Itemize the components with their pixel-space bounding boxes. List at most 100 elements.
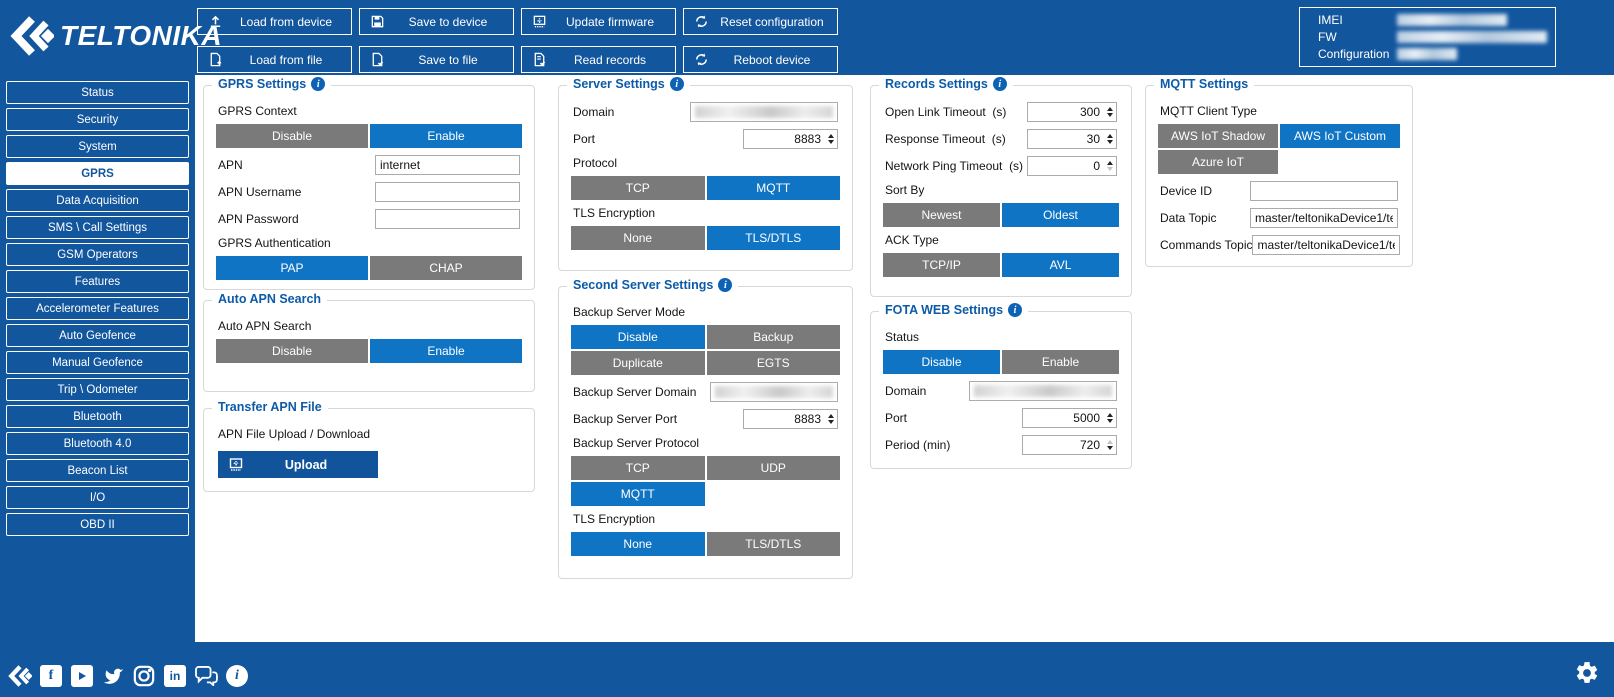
- info-icon[interactable]: i: [1008, 303, 1023, 317]
- open-link-timeout-input[interactable]: [1027, 102, 1117, 122]
- auth-chap-button[interactable]: CHAP: [370, 256, 522, 280]
- fota-port-input[interactable]: [1022, 408, 1117, 428]
- protocol-mqtt-button[interactable]: MQTT: [706, 176, 840, 200]
- spinner-arrows[interactable]: [1104, 156, 1115, 176]
- gprs-authentication-toggle: PAP CHAP: [216, 256, 522, 280]
- sort-newest-button[interactable]: Newest: [883, 203, 1000, 227]
- tls-none-button[interactable]: None: [571, 226, 705, 250]
- data-topic-input[interactable]: [1250, 208, 1398, 228]
- spinner-arrows[interactable]: [1104, 435, 1115, 455]
- backup-protocol-tcp-button[interactable]: TCP: [571, 456, 705, 480]
- aws-iot-shadow-button[interactable]: AWS IoT Shadow: [1158, 124, 1278, 148]
- gprs-context-enable-button[interactable]: Enable: [370, 124, 522, 148]
- device-info-box: FMC003 IMEI FW Configuration: [1299, 7, 1556, 67]
- sidebar-item-manual-geofence[interactable]: Manual Geofence: [6, 351, 189, 374]
- spinner-arrows[interactable]: [825, 409, 836, 429]
- twitter-icon[interactable]: [101, 664, 125, 688]
- mode-backup-button[interactable]: Backup: [706, 325, 840, 349]
- second-tls-label: TLS Encryption: [573, 512, 656, 526]
- backup-protocol-udp-button[interactable]: UDP: [706, 456, 840, 480]
- load-from-device-button[interactable]: Load from device: [197, 8, 352, 35]
- apn-input[interactable]: [375, 155, 520, 175]
- ack-avl-button[interactable]: AVL: [1002, 253, 1119, 277]
- second-tls-none-button[interactable]: None: [571, 532, 705, 556]
- mode-egts-button[interactable]: EGTS: [706, 351, 840, 375]
- fota-domain-input[interactable]: [969, 381, 1117, 401]
- sidebar-item-gprs[interactable]: GPRS: [6, 162, 189, 185]
- facebook-icon[interactable]: f: [39, 664, 63, 688]
- backup-server-port-input[interactable]: [743, 409, 838, 429]
- spinner-arrows[interactable]: [1104, 129, 1115, 149]
- save-to-device-button[interactable]: Save to device: [359, 8, 514, 35]
- apn-password-input[interactable]: [375, 209, 520, 229]
- sidebar-item-data-acquisition[interactable]: Data Acquisition: [6, 189, 189, 212]
- tls-dtls-button[interactable]: TLS/DTLS: [706, 226, 840, 250]
- teltonika-logo-icon[interactable]: [8, 664, 32, 688]
- info-icon[interactable]: i: [225, 664, 249, 688]
- auth-pap-button[interactable]: PAP: [216, 256, 368, 280]
- backup-server-domain-input[interactable]: [710, 382, 838, 402]
- mode-duplicate-button[interactable]: Duplicate: [571, 351, 705, 375]
- sidebar-item-io[interactable]: I/O: [6, 486, 189, 509]
- spinner-arrows[interactable]: [825, 129, 836, 149]
- youtube-icon[interactable]: [70, 664, 94, 688]
- mode-disable-button[interactable]: Disable: [571, 325, 705, 349]
- instagram-icon[interactable]: [132, 664, 156, 688]
- sidebar-item-bluetooth-40[interactable]: Bluetooth 4.0: [6, 432, 189, 455]
- gprs-context-disable-button[interactable]: Disable: [216, 124, 368, 148]
- ack-tcpip-button[interactable]: TCP/IP: [883, 253, 1000, 277]
- sidebar-item-auto-geofence[interactable]: Auto Geofence: [6, 324, 189, 347]
- info-icon[interactable]: i: [718, 278, 733, 292]
- spinner-arrows[interactable]: [1104, 102, 1115, 122]
- sidebar-item-gsm-operators[interactable]: GSM Operators: [6, 243, 189, 266]
- sidebar-item-security[interactable]: Security: [6, 108, 189, 131]
- commands-topic-input[interactable]: [1252, 235, 1401, 255]
- protocol-tcp-button[interactable]: TCP: [571, 176, 705, 200]
- info-icon[interactable]: i: [311, 77, 326, 91]
- spinner-arrows[interactable]: [1104, 408, 1115, 428]
- sidebar-item-trip-odometer[interactable]: Trip \ Odometer: [6, 378, 189, 401]
- info-icon[interactable]: i: [992, 77, 1007, 91]
- device-configuration-value-redacted: [1397, 48, 1458, 60]
- device-id-input[interactable]: [1250, 181, 1398, 201]
- sidebar-item-features[interactable]: Features: [6, 270, 189, 293]
- sort-oldest-button[interactable]: Oldest: [1002, 203, 1119, 227]
- fota-domain-value-redacted: [974, 385, 1112, 397]
- second-tls-dtls-button[interactable]: TLS/DTLS: [706, 532, 840, 556]
- load-from-file-button[interactable]: Load from file: [197, 46, 352, 73]
- save-to-file-button[interactable]: Save to file: [359, 46, 514, 73]
- read-records-button[interactable]: Read records: [521, 46, 676, 73]
- device-fw-value-redacted: [1397, 31, 1548, 43]
- response-timeout-input[interactable]: [1027, 129, 1117, 149]
- azure-iot-button[interactable]: Azure IoT: [1158, 150, 1278, 174]
- fota-disable-button[interactable]: Disable: [883, 350, 1000, 374]
- sidebar-item-bluetooth[interactable]: Bluetooth: [6, 405, 189, 428]
- sidebar-item-beacon-list[interactable]: Beacon List: [6, 459, 189, 482]
- fota-enable-button[interactable]: Enable: [1002, 350, 1119, 374]
- records-settings-title: Records Settings: [885, 77, 988, 91]
- sidebar-item-status[interactable]: Status: [6, 81, 189, 104]
- backup-protocol-mqtt-button[interactable]: MQTT: [571, 482, 705, 506]
- sidebar-item-obd-ii[interactable]: OBD II: [6, 513, 189, 536]
- server-port-input[interactable]: [743, 129, 838, 149]
- sidebar-nav: Status Security System GPRS Data Acquisi…: [0, 75, 195, 642]
- fota-period-input[interactable]: [1022, 435, 1117, 455]
- network-ping-timeout-input[interactable]: [1027, 156, 1117, 176]
- auto-apn-disable-button[interactable]: Disable: [216, 339, 368, 363]
- server-domain-input[interactable]: [690, 102, 838, 122]
- linkedin-icon[interactable]: in: [163, 664, 187, 688]
- apn-username-input[interactable]: [375, 182, 520, 202]
- reset-configuration-button[interactable]: Reset configuration: [683, 8, 838, 35]
- sidebar-item-accelerometer-features[interactable]: Accelerometer Features: [6, 297, 189, 320]
- info-icon[interactable]: i: [669, 77, 684, 91]
- update-firmware-button[interactable]: Update firmware: [521, 8, 676, 35]
- sidebar-item-system[interactable]: System: [6, 135, 189, 158]
- upload-button[interactable]: Upload: [218, 451, 378, 478]
- chat-icon[interactable]: [194, 664, 218, 688]
- upload-icon: [228, 457, 244, 473]
- aws-iot-custom-button[interactable]: AWS IoT Custom: [1280, 124, 1400, 148]
- gear-icon[interactable]: [1574, 660, 1600, 686]
- sidebar-item-sms-call-settings[interactable]: SMS \ Call Settings: [6, 216, 189, 239]
- reboot-device-button[interactable]: Reboot device: [683, 46, 838, 73]
- auto-apn-enable-button[interactable]: Enable: [370, 339, 522, 363]
